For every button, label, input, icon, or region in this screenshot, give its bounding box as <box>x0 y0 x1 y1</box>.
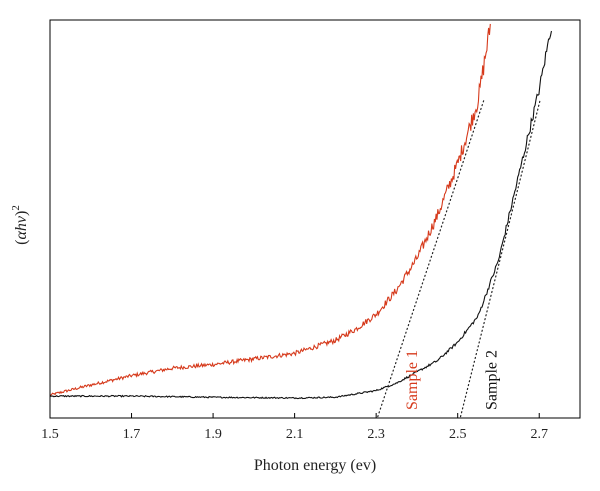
annotation-sample-2: Sample 2 <box>483 350 500 410</box>
series-1-line <box>50 23 491 397</box>
plot-frame <box>49 19 581 419</box>
x-tick-label: 2.7 <box>530 427 548 442</box>
fit-line-1 <box>377 99 485 418</box>
x-tick-label: 1.9 <box>204 427 222 442</box>
x-ticks: 1.5 1.7 1.9 2.1 2.3 2.5 2.7 <box>41 413 548 442</box>
fit-line-2 <box>459 99 541 418</box>
series-2-line <box>50 30 552 400</box>
y-axis-label: (αhν)2 <box>10 205 30 245</box>
x-tick-label: 2.3 <box>367 427 385 442</box>
plot-layer <box>50 23 552 418</box>
x-tick-label: 1.7 <box>123 427 141 442</box>
x-tick-label: 1.5 <box>41 427 59 442</box>
annotation-sample-1: Sample 1 <box>404 350 421 410</box>
x-axis-label: Photon energy (ev) <box>254 457 376 474</box>
x-tick-label: 2.5 <box>449 427 467 442</box>
x-tick-label: 2.1 <box>286 427 304 442</box>
